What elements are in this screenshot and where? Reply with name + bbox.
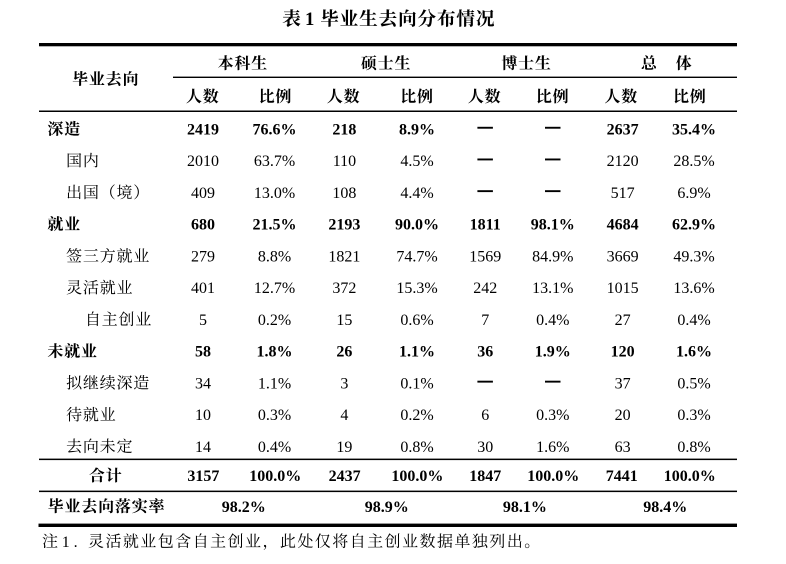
svg-text:6: 6 xyxy=(481,407,489,424)
svg-text:74.7%: 74.7% xyxy=(396,249,437,266)
svg-text:76.6%: 76.6% xyxy=(253,122,297,139)
svg-text:14: 14 xyxy=(195,439,211,456)
svg-text:2010: 2010 xyxy=(187,153,219,170)
svg-text:1.1%: 1.1% xyxy=(399,344,435,361)
svg-text:15: 15 xyxy=(336,312,352,329)
svg-text:13.0%: 13.0% xyxy=(254,185,295,202)
svg-text:0.5%: 0.5% xyxy=(677,375,710,392)
svg-text:1: 1 xyxy=(62,534,70,551)
svg-text:36: 36 xyxy=(477,344,493,361)
svg-text:63: 63 xyxy=(615,439,631,456)
svg-text:3157: 3157 xyxy=(187,468,219,485)
svg-text:2419: 2419 xyxy=(187,122,219,139)
svg-text:1: 1 xyxy=(305,9,314,30)
svg-text:0.3%: 0.3% xyxy=(258,407,291,424)
svg-text:84.9%: 84.9% xyxy=(532,249,573,266)
svg-text:12.7%: 12.7% xyxy=(254,280,295,297)
svg-text:28.5%: 28.5% xyxy=(673,153,714,170)
svg-text:4.5%: 4.5% xyxy=(400,153,433,170)
svg-text:0.8%: 0.8% xyxy=(677,439,710,456)
svg-text:4684: 4684 xyxy=(607,217,639,234)
svg-text:1811: 1811 xyxy=(470,217,501,234)
svg-text:98.4%: 98.4% xyxy=(643,499,687,516)
svg-text:2120: 2120 xyxy=(607,153,639,170)
svg-text:20: 20 xyxy=(615,407,631,424)
svg-text:0.2%: 0.2% xyxy=(400,407,433,424)
svg-text:409: 409 xyxy=(191,185,215,202)
svg-text:680: 680 xyxy=(191,217,215,234)
svg-text:63.7%: 63.7% xyxy=(254,153,295,170)
svg-text:0.4%: 0.4% xyxy=(258,439,291,456)
svg-text:372: 372 xyxy=(332,280,356,297)
svg-text:3: 3 xyxy=(340,375,348,392)
svg-text:218: 218 xyxy=(332,122,356,139)
svg-text:4.4%: 4.4% xyxy=(400,185,433,202)
svg-text:0.2%: 0.2% xyxy=(258,312,291,329)
svg-text:120: 120 xyxy=(611,344,635,361)
svg-text:4: 4 xyxy=(340,407,348,424)
svg-text:27: 27 xyxy=(615,312,631,329)
svg-text:1.9%: 1.9% xyxy=(535,344,571,361)
svg-text:108: 108 xyxy=(332,185,356,202)
svg-text:3669: 3669 xyxy=(607,249,639,266)
svg-text:15.3%: 15.3% xyxy=(396,280,437,297)
svg-text:517: 517 xyxy=(611,185,635,202)
svg-text:49.3%: 49.3% xyxy=(673,249,714,266)
svg-text:35.4%: 35.4% xyxy=(672,122,716,139)
svg-text:8.9%: 8.9% xyxy=(399,122,435,139)
svg-text:242: 242 xyxy=(473,280,497,297)
svg-text:21.5%: 21.5% xyxy=(253,217,297,234)
svg-text:0.3%: 0.3% xyxy=(677,407,710,424)
svg-text:10: 10 xyxy=(195,407,211,424)
svg-text:110: 110 xyxy=(333,153,356,170)
svg-text:6.9%: 6.9% xyxy=(677,185,710,202)
svg-text:0.4%: 0.4% xyxy=(536,312,569,329)
svg-text:2637: 2637 xyxy=(607,122,639,139)
svg-text:100.0%: 100.0% xyxy=(249,468,301,485)
svg-text:0.3%: 0.3% xyxy=(536,407,569,424)
svg-text:13.6%: 13.6% xyxy=(673,280,714,297)
svg-text:98.2%: 98.2% xyxy=(222,499,266,516)
svg-text:100.0%: 100.0% xyxy=(391,468,443,485)
svg-text:19: 19 xyxy=(336,439,352,456)
svg-text:13.1%: 13.1% xyxy=(532,280,573,297)
svg-text:1.8%: 1.8% xyxy=(257,344,293,361)
svg-text:401: 401 xyxy=(191,280,215,297)
svg-text:0.1%: 0.1% xyxy=(400,375,433,392)
svg-text:98.9%: 98.9% xyxy=(365,499,409,516)
svg-text:58: 58 xyxy=(195,344,211,361)
svg-text:1.1%: 1.1% xyxy=(258,375,291,392)
svg-text:2437: 2437 xyxy=(329,468,361,485)
svg-text:90.0%: 90.0% xyxy=(395,217,439,234)
svg-text:1821: 1821 xyxy=(328,249,360,266)
svg-text:62.9%: 62.9% xyxy=(672,217,716,234)
svg-text:7441: 7441 xyxy=(606,468,638,485)
svg-text:7: 7 xyxy=(481,312,489,329)
svg-text:34: 34 xyxy=(195,375,211,392)
svg-text:8.8%: 8.8% xyxy=(258,249,291,266)
svg-text:1569: 1569 xyxy=(469,249,501,266)
svg-text:.: . xyxy=(74,534,78,551)
svg-text:1.6%: 1.6% xyxy=(676,344,712,361)
svg-text:98.1%: 98.1% xyxy=(531,217,575,234)
svg-text:30: 30 xyxy=(477,439,493,456)
svg-text:0.8%: 0.8% xyxy=(400,439,433,456)
svg-text:2193: 2193 xyxy=(328,217,360,234)
svg-text:0.6%: 0.6% xyxy=(400,312,433,329)
svg-text:100.0%: 100.0% xyxy=(664,468,716,485)
svg-text:1847: 1847 xyxy=(469,468,501,485)
svg-text:1015: 1015 xyxy=(607,280,639,297)
svg-text:1.6%: 1.6% xyxy=(536,439,569,456)
svg-text:26: 26 xyxy=(336,344,352,361)
svg-text:100.0%: 100.0% xyxy=(527,468,579,485)
svg-text:98.1%: 98.1% xyxy=(503,499,547,516)
svg-text:5: 5 xyxy=(199,312,207,329)
svg-text:37: 37 xyxy=(615,375,631,392)
svg-text:279: 279 xyxy=(191,249,215,266)
svg-text:0.4%: 0.4% xyxy=(677,312,710,329)
